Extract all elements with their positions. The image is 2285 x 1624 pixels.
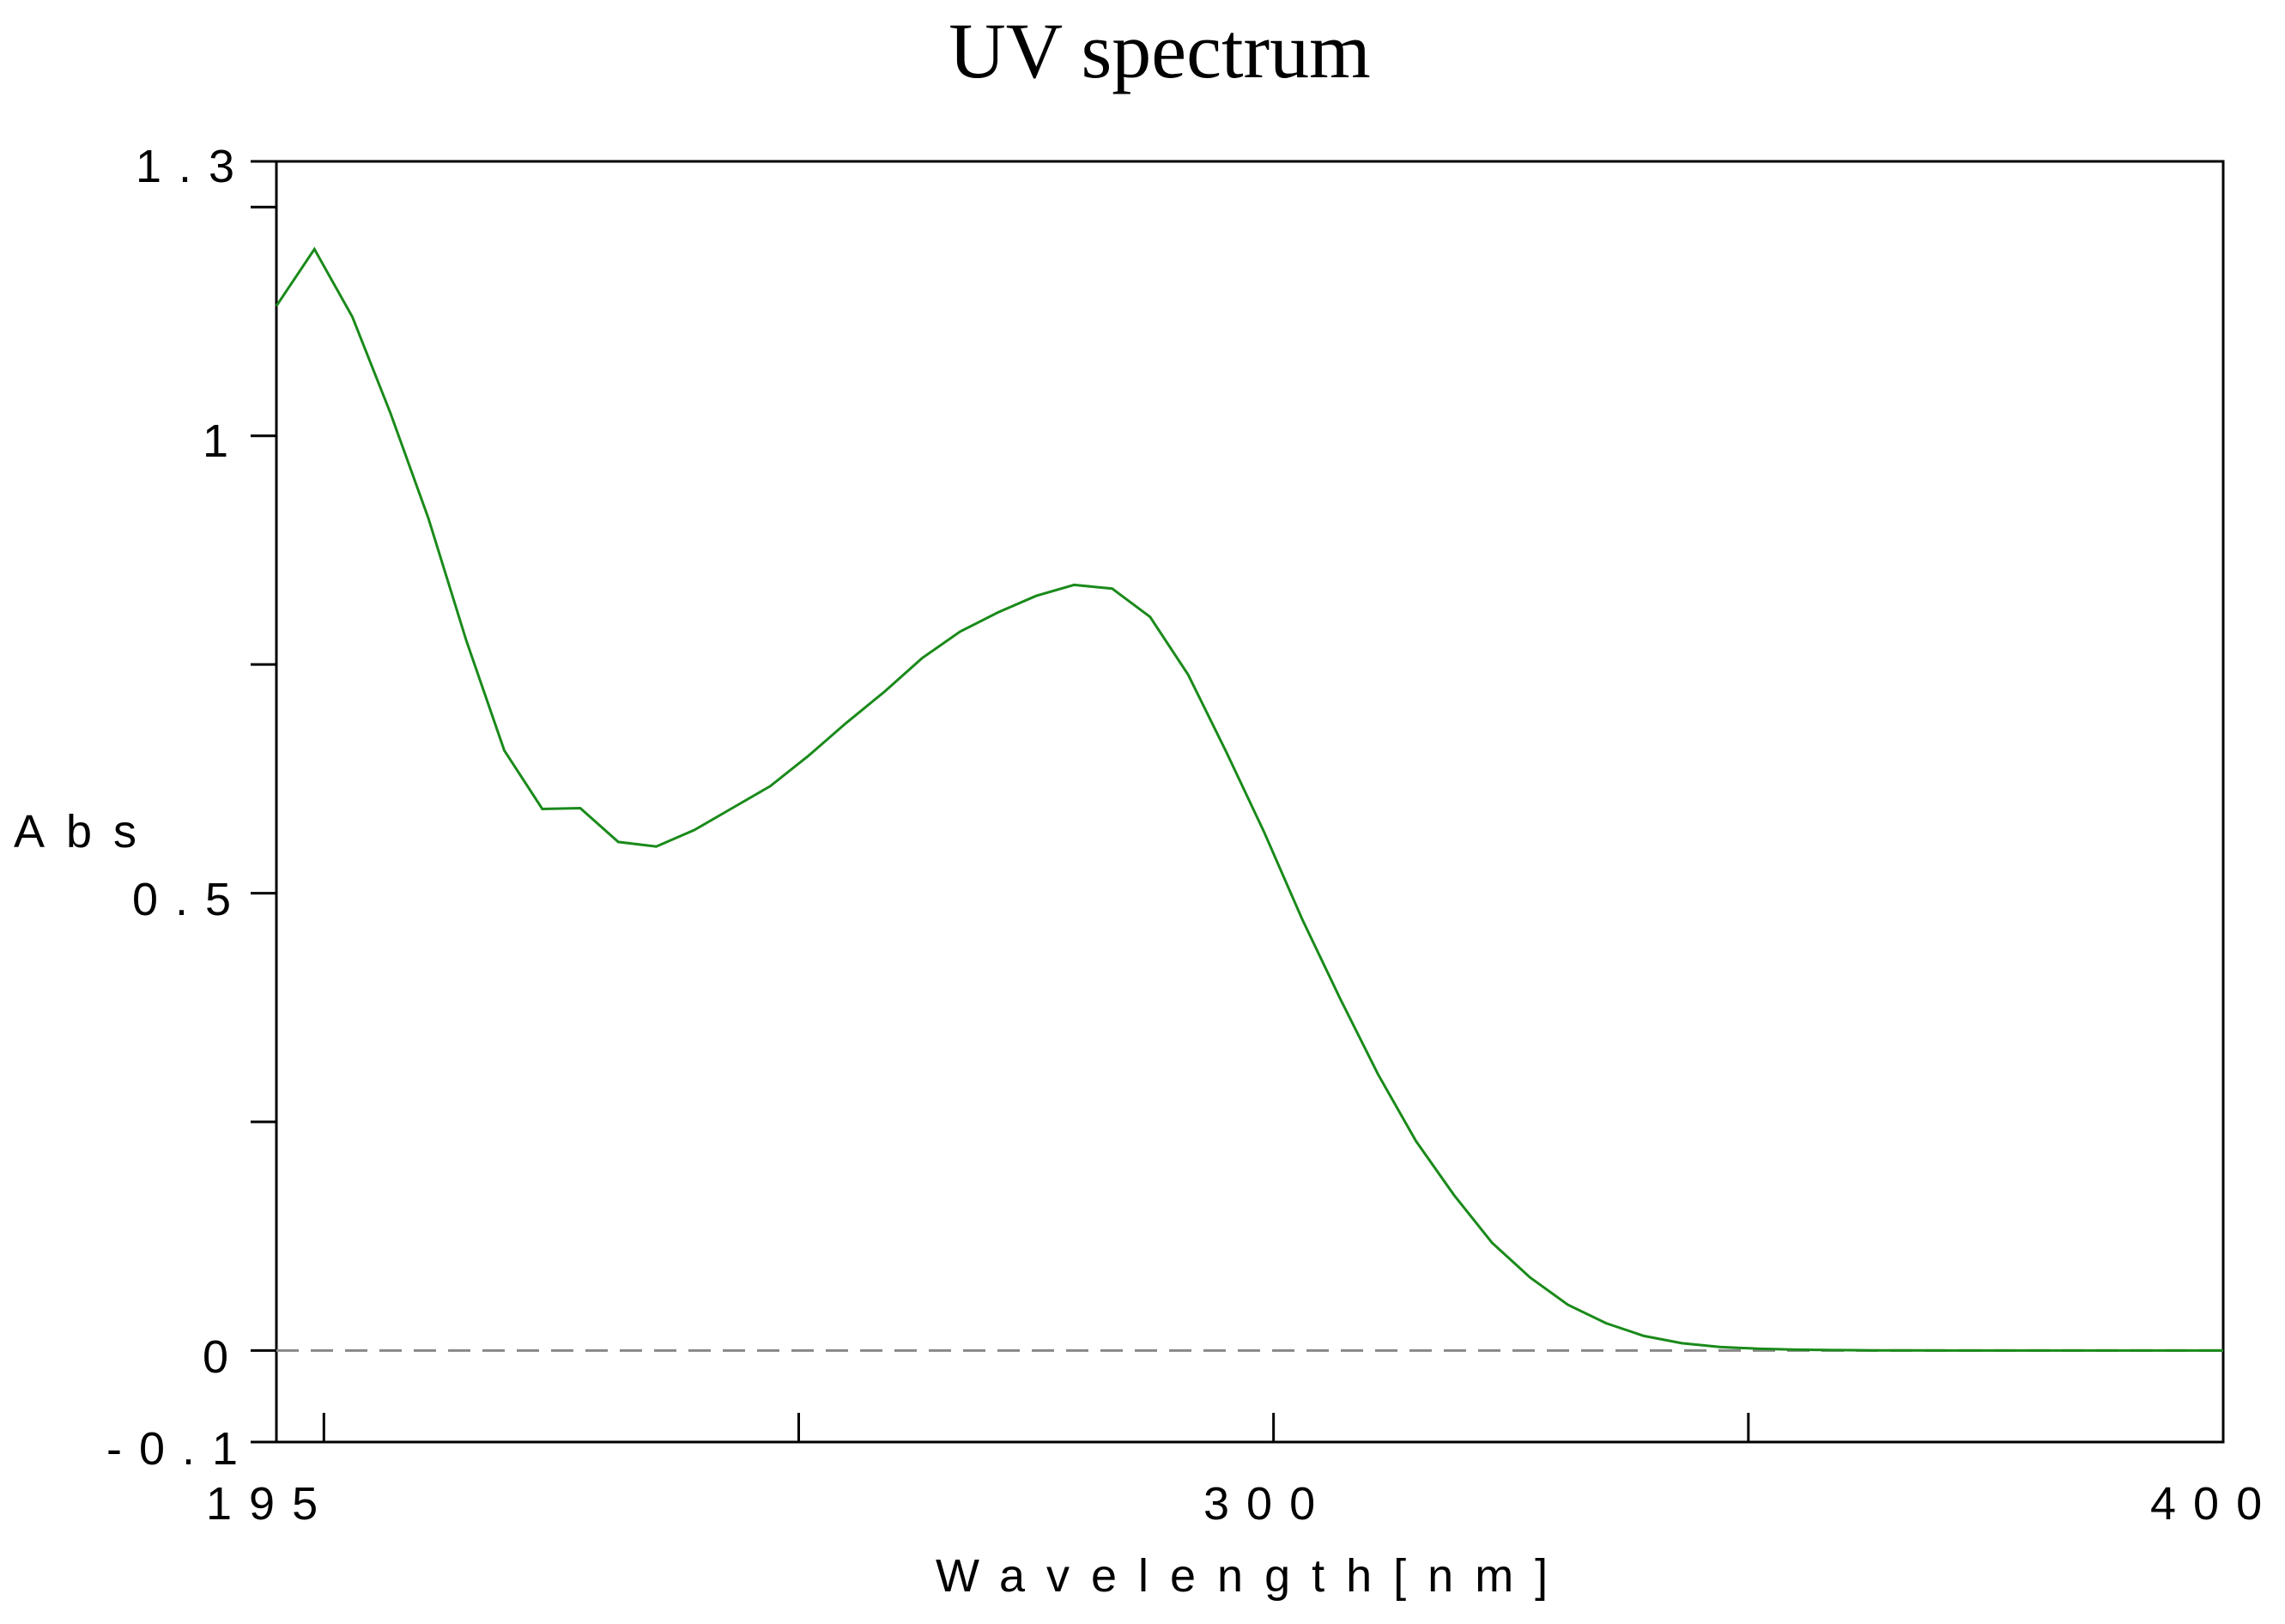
y-tick-label: 1 bbox=[203, 415, 245, 467]
chart-title: UV spectrum bbox=[949, 7, 1370, 94]
y-tick-label: 0.5 bbox=[132, 874, 248, 925]
x-tick-label: 300 bbox=[1203, 1478, 1332, 1530]
plot-frame bbox=[275, 160, 2225, 1444]
y-tick-label: 0 bbox=[203, 1331, 245, 1383]
y-tick-label: 1.3 bbox=[136, 141, 252, 192]
x-tick-label: 195 bbox=[206, 1478, 335, 1530]
x-axis-label: Wavelength[nm] bbox=[936, 1550, 1569, 1602]
series-line bbox=[275, 246, 2223, 1352]
x-axis-ticks bbox=[322, 1413, 2225, 1442]
y-tick-label: -0.1 bbox=[106, 1423, 255, 1475]
y-axis-ticks bbox=[251, 160, 276, 1444]
y-axis-label: Abs bbox=[14, 806, 158, 857]
x-tick-label: 400 bbox=[2150, 1478, 2279, 1530]
